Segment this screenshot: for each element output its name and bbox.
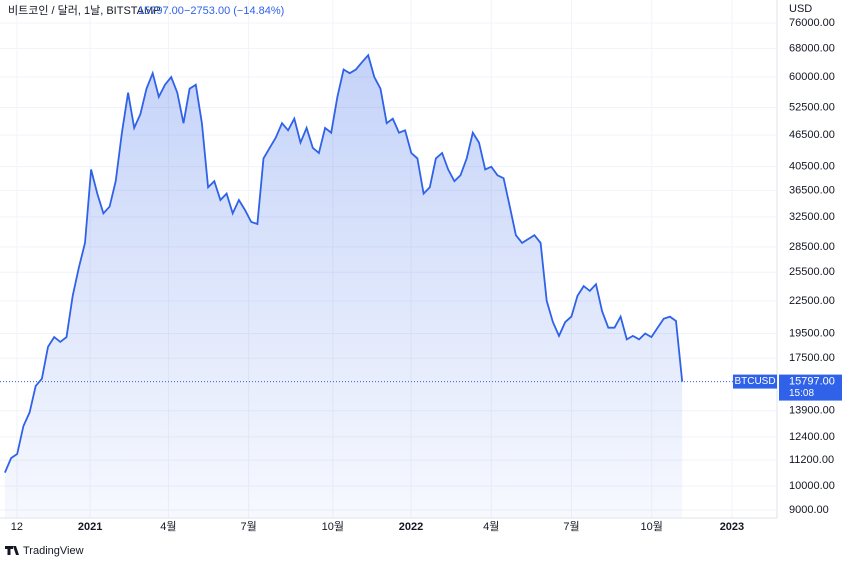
line	[4, 53, 684, 473]
y-tick-label: 28500.00	[789, 241, 835, 253]
x-tick-label: 2022	[399, 521, 423, 533]
y-tick-label: 10000.00	[789, 480, 835, 492]
x-tick-label: 7월	[240, 520, 256, 533]
y-tick-label: 13900.00	[789, 405, 835, 417]
brand-logo	[5, 546, 19, 555]
x-tick-label: 7월	[563, 520, 579, 533]
y-tick-label: 40500.00	[789, 161, 835, 173]
y-tick-label: 12400.00	[789, 431, 835, 443]
y-tick-label: 60000.00	[789, 71, 835, 83]
series-name: BTCUSD	[734, 376, 775, 387]
y-tick-label: 46500.00	[789, 129, 835, 141]
price-label: 15797.00	[138, 5, 184, 17]
y-tick-label: 9000.00	[789, 504, 829, 516]
y-axis-label: USD	[789, 3, 812, 15]
series-badge	[733, 374, 777, 389]
price-badge	[779, 374, 842, 401]
x-tick-label: 10월	[641, 520, 663, 533]
chart-title: 비트코인 / 달러, 1날, BITSTAMP	[8, 4, 161, 17]
countdown: 15:08	[789, 388, 814, 399]
y-tick-label: 76000.00	[789, 17, 835, 29]
y-tick-label: 22500.00	[789, 295, 835, 307]
y-tick-label: 11200.00	[789, 454, 834, 466]
x-tick-label: 10월	[322, 520, 344, 533]
x-tick-label: 12	[11, 521, 23, 533]
y-tick-label: 32500.00	[789, 211, 835, 223]
y-tick-label: 17500.00	[789, 352, 835, 364]
x-tick-label: 4월	[483, 520, 499, 533]
brand: TradingView	[23, 545, 84, 557]
x-tick-label: 2021	[78, 521, 102, 533]
y-tick-label: 36500.00	[789, 184, 835, 196]
y-tick-label: 68000.00	[789, 42, 835, 54]
y-tick-label: 25500.00	[789, 266, 835, 278]
area	[4, 55, 683, 518]
y-tick-label: 19500.00	[789, 327, 835, 339]
x-tick-label: 2023	[720, 521, 744, 533]
y-tick-label: 52500.00	[789, 101, 835, 113]
change-label: −2753.00 (−14.84%)	[184, 5, 284, 17]
price-badge-value: 15797.00	[789, 375, 835, 387]
x-tick-label: 4월	[160, 520, 176, 533]
